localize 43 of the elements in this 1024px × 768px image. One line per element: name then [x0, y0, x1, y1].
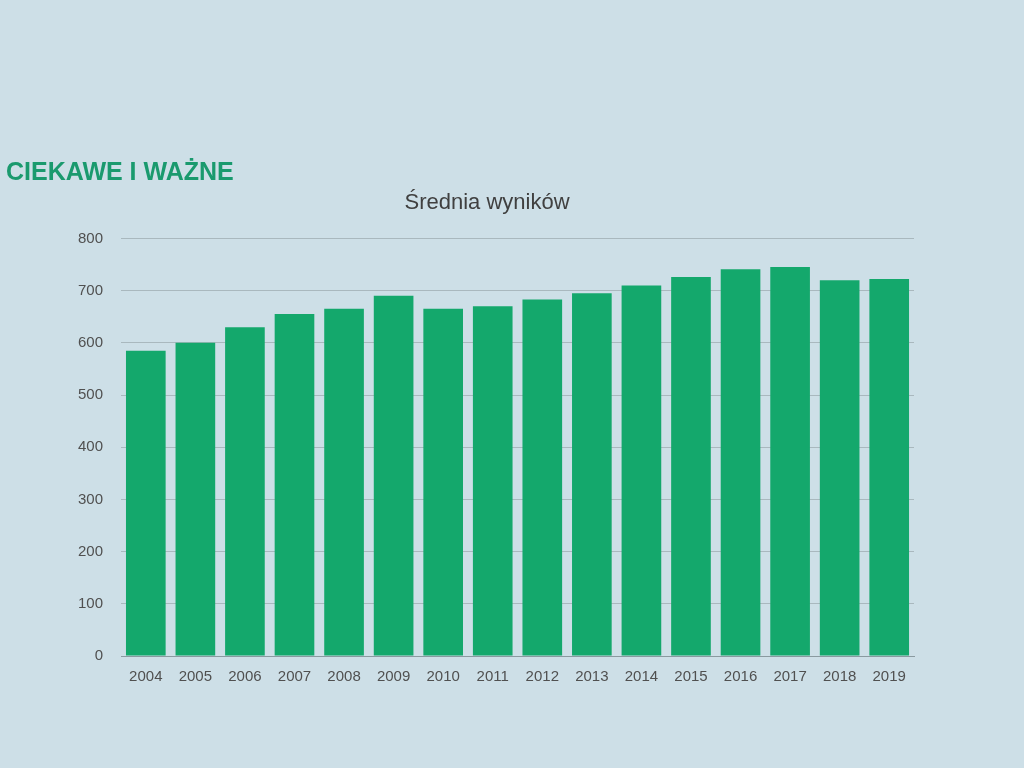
chart-title: Średnia wyników	[404, 189, 570, 215]
y-tick-label: 100	[78, 593, 104, 611]
bar	[522, 299, 563, 656]
bar	[423, 308, 463, 656]
text: CIEKAWE I WAŻNE	[6, 156, 234, 185]
x-tick-label: 2017	[773, 667, 807, 685]
bar	[572, 293, 612, 656]
bar	[125, 350, 166, 656]
bar	[869, 279, 910, 656]
y-tick-label: 200	[78, 541, 104, 559]
bar	[373, 295, 414, 656]
y-tick-label: 500	[78, 385, 104, 403]
y-tick-label: 300	[78, 489, 104, 507]
bar	[175, 342, 216, 656]
y-tick-label: 800	[78, 228, 104, 246]
x-tick-label: 2018	[822, 667, 857, 685]
bar	[671, 277, 711, 656]
bar	[819, 280, 860, 656]
x-tick-label: 2005	[178, 667, 213, 685]
x-tick-label: 2004	[129, 667, 163, 685]
x-tick-label: 2010	[426, 667, 460, 685]
x-tick-label: 2006	[228, 667, 262, 685]
bar	[225, 327, 265, 656]
x-tick-label: 2008	[327, 667, 361, 685]
x-tick-label: 2012	[525, 667, 559, 685]
bar	[472, 306, 513, 656]
bar	[324, 308, 364, 656]
x-tick-label: 2007	[277, 667, 312, 685]
x-tick-label: 2019	[872, 667, 906, 685]
x-tick-label: 2013	[575, 667, 609, 685]
x-tick-label: 2016	[723, 667, 758, 685]
y-tick-label: 400	[78, 437, 104, 455]
bar	[621, 285, 662, 656]
x-tick-label: 2015	[674, 667, 708, 685]
bar	[770, 267, 810, 656]
x-tick-label: 2011	[476, 667, 509, 685]
y-tick-label: 600	[78, 332, 104, 350]
y-tick-label: 0	[94, 646, 104, 664]
y-tick-label: 700	[78, 280, 104, 298]
x-tick-label: 2014	[624, 667, 659, 685]
x-tick-label: 2009	[376, 667, 411, 685]
bar	[274, 314, 315, 656]
bar	[720, 269, 761, 656]
